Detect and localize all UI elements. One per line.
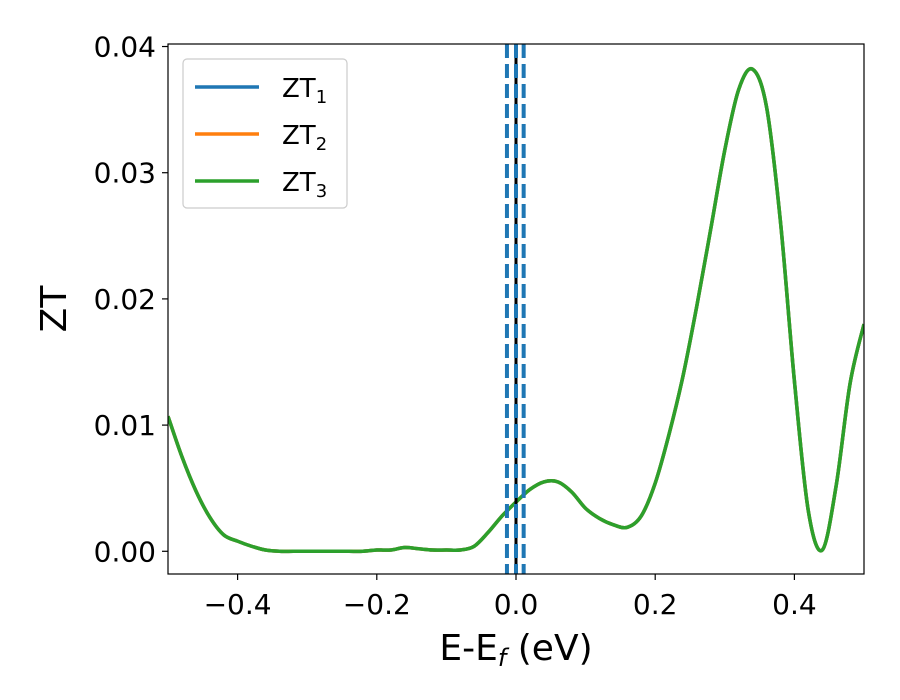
legend-label-zt2: ZT2 [282,121,327,155]
x-tick-label: 0.0 [494,588,539,621]
legend-label-zt3: ZT3 [282,168,327,202]
y-tick-label: 0.00 [94,535,156,568]
x-tick-label: 0.2 [633,588,678,621]
y-tick-label: 0.03 [94,157,156,190]
series-line-zt3 [168,67,864,554]
x-axis-ticks: −0.4 −0.2 0.0 0.2 0.4 [204,574,817,621]
y-axis-ticks: 0.00 0.01 0.02 0.03 0.04 [94,31,168,568]
y-axis-title: ZT [34,285,75,333]
legend: ZT1 ZT2 ZT3 [182,58,348,209]
x-tick-label: 0.4 [772,588,817,621]
x-tick-label: −0.2 [343,588,411,621]
fermi-level-lines [504,44,526,574]
y-tick-label: 0.04 [94,31,156,64]
y-tick-label: 0.02 [94,283,156,316]
x-tick-label: −0.4 [204,588,272,621]
x-axis-title: E-Ef (eV) [439,628,592,672]
legend-label-zt1: ZT1 [282,74,327,108]
legend-box [182,58,348,209]
x-axis-title-main: E-E [439,628,497,669]
series-curves [168,67,864,554]
x-axis-title-suffix: (eV) [506,628,592,669]
y-tick-label: 0.01 [94,409,156,442]
